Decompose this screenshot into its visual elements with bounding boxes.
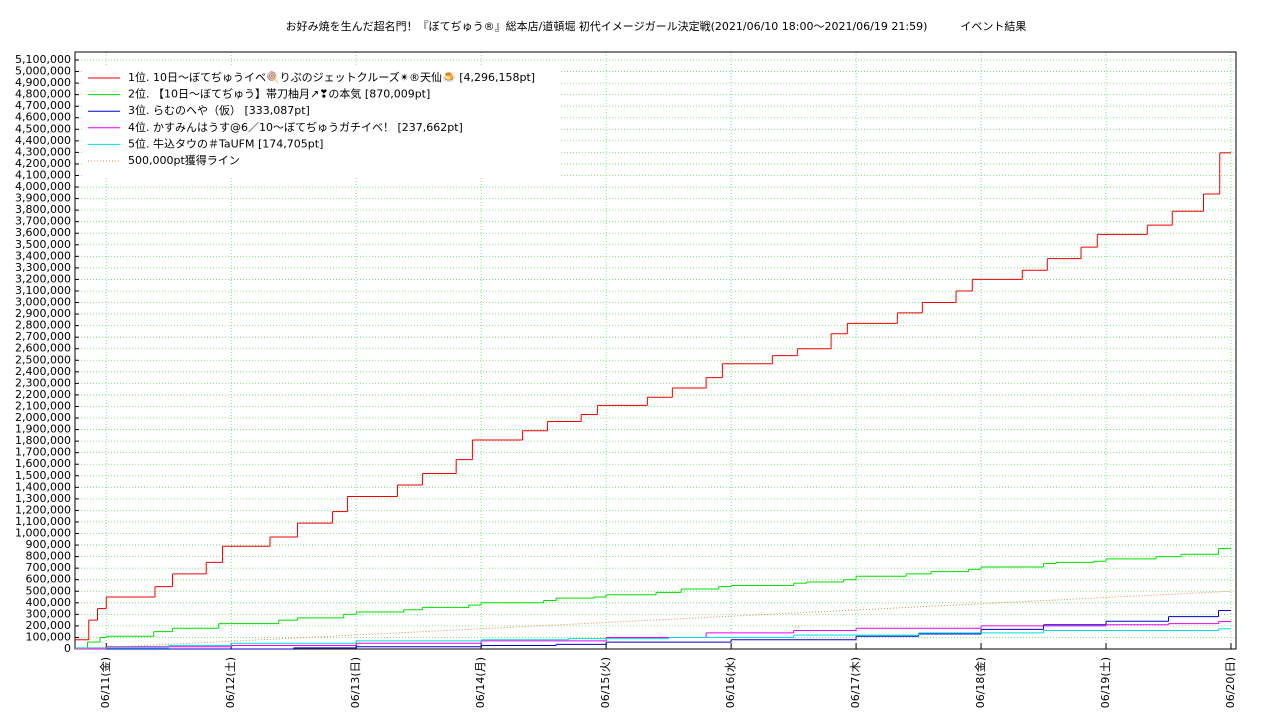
y-tick-label: 200,000 (26, 619, 72, 632)
y-tick-label: 1,800,000 (15, 434, 71, 447)
y-tick-label: 3,700,000 (15, 215, 71, 228)
y-tick-label: 1,000,000 (15, 527, 71, 540)
y-tick-label: 1,600,000 (15, 457, 71, 470)
y-tick-label: 1,200,000 (15, 503, 71, 516)
y-tick-label: 2,200,000 (15, 388, 71, 401)
y-tick-label: 3,600,000 (15, 226, 71, 239)
y-tick-label: 4,800,000 (15, 88, 71, 101)
legend-label: 3位. らむのへや（仮） [333,087pt] (128, 103, 310, 117)
y-tick-label: 800,000 (26, 550, 72, 563)
y-tick-label: 3,300,000 (15, 261, 71, 274)
y-tick-label: 4,500,000 (15, 122, 71, 135)
y-tick-label: 4,900,000 (15, 76, 71, 89)
x-tick-label: 06/12(土) (224, 657, 237, 708)
y-tick-label: 600,000 (26, 573, 72, 586)
x-tick-label: 06/11(金) (98, 657, 112, 708)
x-tick-label: 06/20(日) (1224, 657, 1237, 708)
y-tick-label: 3,900,000 (15, 192, 71, 205)
y-tick-label: 400,000 (26, 596, 72, 609)
y-tick-label: 900,000 (26, 538, 72, 551)
y-tick-label: 1,700,000 (15, 446, 71, 459)
y-tick-label: 2,400,000 (15, 365, 71, 378)
legend-label: 1位. 10日～ぼてぢゅうイベ🍭りぷのジェットクルーズ✴︎®天仙🍮 [4,296… (128, 70, 535, 84)
y-tick-label: 1,300,000 (15, 492, 71, 505)
y-tick-label: 3,100,000 (15, 284, 71, 297)
y-tick-label: 300,000 (26, 607, 72, 620)
legend-label: 5位. 牛込タウの＃TaUFM [174,705pt] (128, 136, 323, 150)
y-tick-label: 0 (64, 642, 71, 655)
plot-frame (74, 51, 1237, 650)
y-tick-label: 4,300,000 (15, 145, 71, 158)
legend-label: 4位. かすみんはうす@6／10～ぼてぢゅうガチイベ！ [237,662pt] (128, 120, 463, 134)
y-tick-label: 3,200,000 (15, 272, 71, 285)
y-tick-label: 4,100,000 (15, 168, 71, 181)
x-tick-label: 06/17(木) (849, 657, 862, 708)
y-tick-label: 1,500,000 (15, 469, 71, 482)
y-tick-label: 2,500,000 (15, 353, 71, 366)
x-tick-label: 06/15(火) (599, 657, 612, 708)
y-tick-label: 2,800,000 (15, 319, 71, 332)
y-tick-label: 3,000,000 (15, 296, 71, 309)
y-tick-label: 5,000,000 (15, 65, 71, 78)
y-tick-label: 4,600,000 (15, 111, 71, 124)
y-tick-label: 2,700,000 (15, 330, 71, 343)
y-tick-label: 5,100,000 (15, 53, 71, 66)
y-tick-label: 2,900,000 (15, 307, 71, 320)
y-tick-label: 4,000,000 (15, 180, 71, 193)
x-tick-label: 06/16(水) (724, 657, 737, 708)
y-tick-label: 1,900,000 (15, 423, 71, 436)
y-tick-label: 700,000 (26, 561, 72, 574)
legend: 1位. 10日～ぼてぢゅうイベ🍭りぷのジェットクルーズ✴︎®天仙🍮 [4,296… (82, 66, 560, 178)
y-tick-label: 3,400,000 (15, 249, 71, 262)
y-tick-label: 1,100,000 (15, 515, 71, 528)
y-tick-label: 4,400,000 (15, 134, 71, 147)
reference-line (74, 590, 1232, 650)
legend-label: 2位. 【10日～ぼてぢゅう】帯刀柚月↗❣の本気 [870,009pt] (128, 87, 430, 101)
legend-label: 500,000pt獲得ライン (128, 154, 240, 167)
x-tick-label: 06/13(日) (349, 657, 362, 708)
y-tick-label: 2,000,000 (15, 411, 71, 424)
y-tick-label: 2,300,000 (15, 376, 71, 389)
y-tick-label: 3,500,000 (15, 238, 71, 251)
x-tick-label: 06/14(月) (474, 657, 487, 708)
y-tick-label: 500,000 (26, 584, 72, 597)
y-tick-label: 4,200,000 (15, 157, 71, 170)
y-tick-label: 3,800,000 (15, 203, 71, 216)
legend-box (82, 66, 560, 178)
y-tick-label: 100,000 (26, 630, 72, 643)
chart-title: お好み焼を生んだ超名門！『ぼてぢゅう®』総本店/道頓堀 初代イメージガール決定戦… (286, 19, 1027, 33)
y-tick-label: 2,600,000 (15, 342, 71, 355)
y-tick-label: 4,700,000 (15, 99, 71, 112)
x-tick-label: 06/18(金) (973, 657, 987, 708)
x-tick-label: 06/19(土) (1099, 657, 1112, 708)
y-tick-label: 2,100,000 (15, 399, 71, 412)
y-tick-label: 1,400,000 (15, 480, 71, 493)
